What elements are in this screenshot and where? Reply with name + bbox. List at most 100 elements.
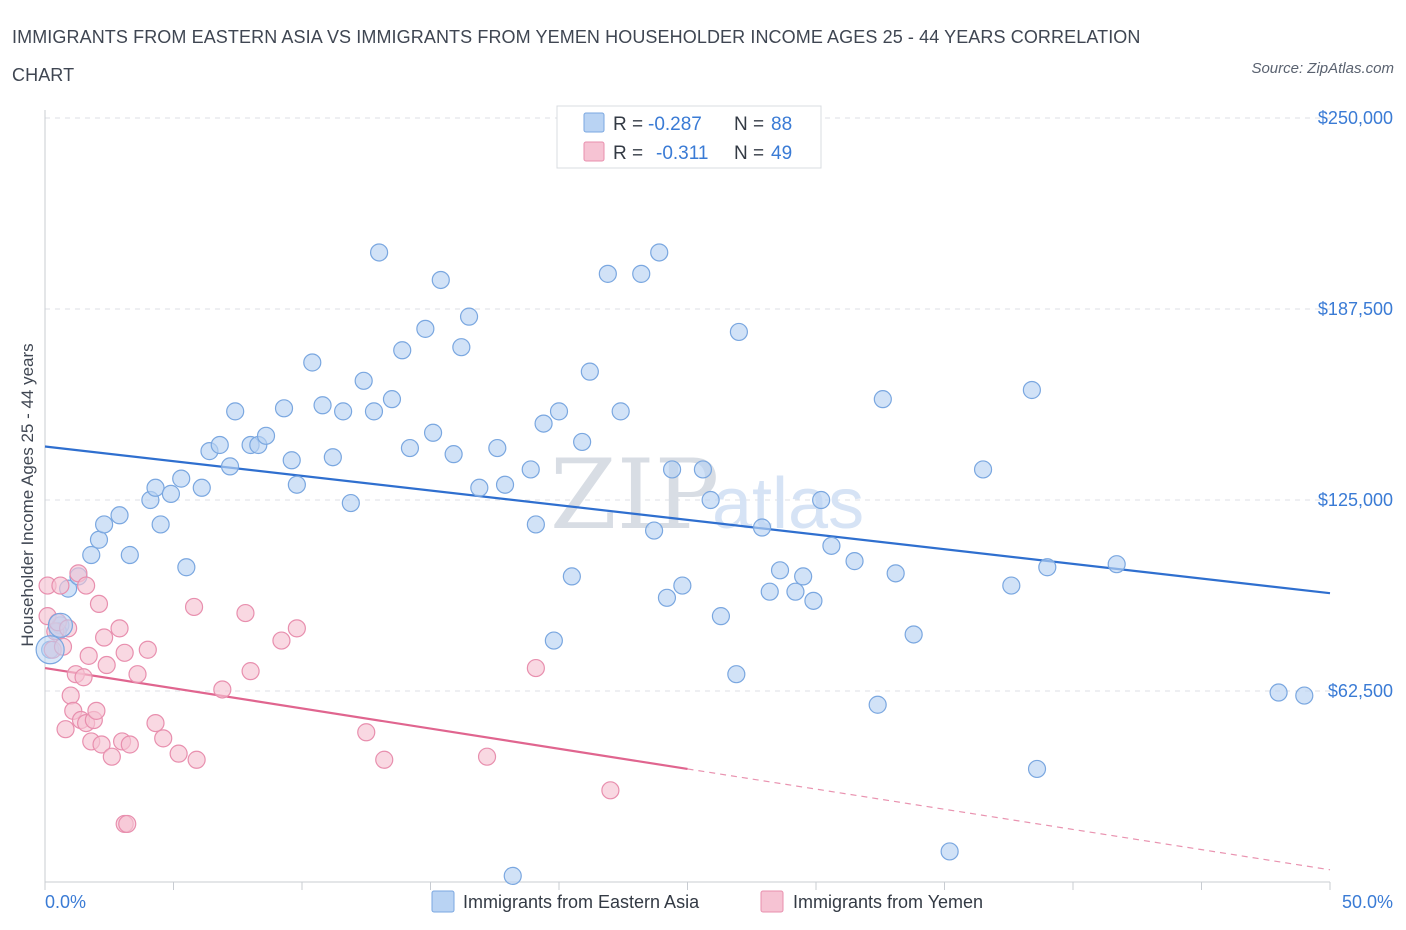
legend-swatch-yemen: [583, 141, 605, 162]
series-legend-label-yemen: Immigrants from Yemen: [793, 892, 983, 912]
point-yemen: [213, 680, 232, 699]
point-eastern-asia: [382, 390, 402, 409]
point-eastern-asia: [770, 561, 790, 580]
source-label: Source: ZipAtlas.com: [1251, 60, 1394, 77]
x-tick-label-max: 50.0%: [1342, 892, 1393, 912]
correlation-legend: R = -0.287 N = 88 R = -0.311 N = 49: [556, 105, 822, 169]
point-yemen: [526, 658, 545, 678]
point-eastern-asia: [580, 362, 599, 381]
y-tick-label: $250,000: [1318, 108, 1393, 128]
point-eastern-asia: [370, 243, 389, 262]
point-eastern-asia: [400, 438, 420, 458]
point-eastern-asia: [1295, 686, 1314, 705]
point-yemen: [102, 747, 121, 766]
point-yemen: [74, 668, 93, 687]
point-eastern-asia: [161, 484, 181, 503]
point-eastern-asia: [1269, 683, 1288, 702]
point-eastern-asia: [632, 264, 651, 283]
point-eastern-asia: [562, 567, 581, 586]
point-eastern-asia: [282, 451, 301, 470]
point-eastern-asia: [503, 866, 522, 885]
point-eastern-asia: [662, 460, 682, 479]
point-eastern-asia: [192, 478, 211, 497]
point-eastern-asia: [226, 402, 245, 421]
point-yemen: [89, 594, 109, 614]
legend-swatch-eastern-asia: [583, 112, 605, 133]
legend-n-value-2: 49: [771, 143, 792, 164]
point-eastern-asia: [120, 545, 139, 565]
point-eastern-asia: [210, 435, 229, 455]
point-eastern-asia: [650, 243, 669, 262]
point-eastern-asia: [110, 506, 129, 525]
point-eastern-asia: [323, 448, 342, 467]
point-yemen: [287, 619, 306, 638]
axes: [44, 110, 1331, 890]
point-yemen: [128, 665, 147, 684]
point-yemen: [241, 662, 260, 681]
point-yemen: [146, 713, 165, 733]
point-eastern-asia: [495, 475, 515, 494]
x-tick-label-min: 0.0%: [45, 892, 86, 912]
point-yemen: [77, 576, 96, 595]
point-eastern-asia: [82, 545, 101, 565]
point-yemen: [272, 631, 291, 650]
point-eastern-asia-large: [47, 612, 74, 638]
point-eastern-asia: [488, 438, 507, 458]
point-eastern-asia: [644, 521, 664, 540]
point-eastern-asia: [431, 270, 450, 290]
point-yemen: [187, 750, 206, 769]
point-yemen: [95, 628, 114, 647]
point-yemen: [477, 747, 497, 766]
point-eastern-asia: [444, 445, 463, 464]
point-yemen: [184, 597, 204, 617]
legend-r-value-1: -0.287: [648, 114, 702, 135]
point-yemen: [51, 576, 70, 595]
point-yemen: [61, 686, 80, 705]
point-eastern-asia: [393, 341, 412, 360]
legend-r-label-2: R =: [613, 143, 643, 164]
legend-n-label-1: N =: [734, 114, 764, 135]
point-eastern-asia: [364, 402, 384, 421]
point-eastern-asia: [812, 490, 831, 510]
point-eastern-asia: [701, 490, 720, 510]
point-eastern-asia: [220, 457, 240, 476]
chart-title: IMMIGRANTS FROM EASTERN ASIA VS IMMIGRAN…: [12, 27, 1141, 85]
point-eastern-asia: [354, 371, 373, 390]
series-legend: Immigrants from Eastern Asia Immigrants …: [431, 890, 983, 913]
point-yemen: [375, 750, 394, 769]
watermark-zip: ZIP: [550, 439, 719, 551]
point-eastern-asia: [845, 552, 864, 571]
point-eastern-asia: [416, 319, 435, 338]
point-yemen: [110, 619, 129, 638]
point-yemen: [115, 643, 134, 662]
point-eastern-asia: [1002, 576, 1021, 595]
point-eastern-asia: [151, 515, 170, 534]
point-eastern-asia: [549, 402, 569, 421]
point-eastern-asia: [904, 625, 923, 644]
point-eastern-asia: [177, 558, 196, 577]
point-eastern-asia: [760, 582, 779, 601]
point-eastern-asia: [544, 631, 563, 650]
point-yemen: [236, 603, 255, 623]
scatter-points: [35, 243, 1314, 885]
point-eastern-asia: [598, 264, 617, 283]
point-eastern-asia: [752, 518, 772, 537]
point-eastern-asia: [521, 460, 540, 479]
point-eastern-asia: [526, 515, 545, 534]
point-eastern-asia: [313, 396, 332, 415]
y-tick-label: $125,000: [1318, 490, 1393, 510]
point-eastern-asia: [256, 426, 276, 445]
point-eastern-asia: [673, 576, 692, 595]
y-tick-label: $62,500: [1328, 681, 1393, 701]
y-tick-label: $187,500: [1318, 299, 1393, 319]
point-yemen: [97, 655, 116, 675]
point-yemen: [601, 781, 620, 800]
point-eastern-asia: [1107, 555, 1126, 574]
point-eastern-asia: [452, 338, 471, 357]
point-yemen: [138, 640, 157, 659]
trend-line-yemen: [44, 666, 688, 771]
trend-line-yemen-extrapolated: [687, 768, 1331, 871]
point-eastern-asia: [822, 536, 841, 555]
point-eastern-asia: [727, 665, 746, 684]
